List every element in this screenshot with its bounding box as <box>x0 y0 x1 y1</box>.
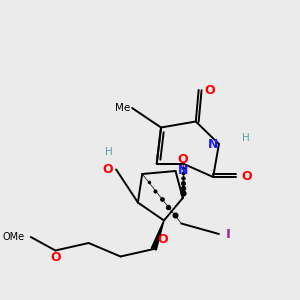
Text: OMe: OMe <box>3 232 25 242</box>
Text: N: N <box>178 164 188 176</box>
Text: I: I <box>225 227 230 241</box>
Text: Me: Me <box>116 103 130 113</box>
Text: O: O <box>50 251 61 264</box>
Text: H: H <box>242 133 250 143</box>
Text: O: O <box>242 170 252 184</box>
Text: O: O <box>102 163 113 176</box>
Polygon shape <box>152 220 164 250</box>
Text: H: H <box>105 147 113 157</box>
Text: N: N <box>208 137 218 151</box>
Text: O: O <box>157 233 168 246</box>
Text: O: O <box>177 153 188 166</box>
Text: O: O <box>204 83 214 97</box>
